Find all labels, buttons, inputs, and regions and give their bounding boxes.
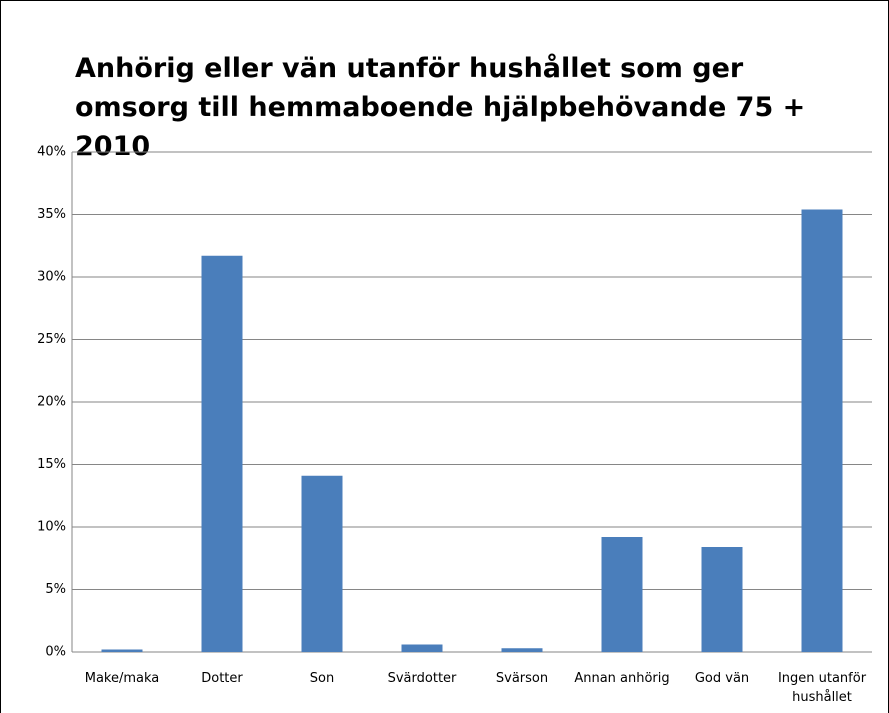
x-tick-label: Svärdotter: [387, 671, 457, 686]
y-tick-label: 15%: [37, 457, 66, 472]
x-tick-label: God vän: [694, 671, 750, 686]
bar: [701, 547, 743, 652]
x-tick-label: Ingen utanför hushållet: [777, 671, 867, 705]
bar: [101, 649, 143, 652]
y-tick-label: 0%: [45, 645, 66, 660]
y-tick-label: 10%: [37, 520, 66, 535]
bar: [301, 475, 343, 652]
bar: [201, 255, 243, 652]
x-tick-label: Son: [309, 671, 335, 686]
bar: [801, 209, 843, 652]
bar: [401, 644, 443, 652]
y-tick-label: 20%: [37, 395, 66, 410]
y-tick-label: 25%: [37, 332, 66, 347]
y-tick-label: 35%: [37, 207, 66, 222]
bar: [601, 537, 643, 652]
x-tick-label: Dotter: [201, 671, 243, 686]
x-tick-label: Svärson: [495, 671, 549, 686]
chart-title: Anhörig eller vän utanför hushållet som …: [75, 53, 825, 162]
y-tick-label: 5%: [45, 582, 66, 597]
bar: [501, 648, 543, 652]
x-tick-label: Make/maka: [84, 671, 160, 686]
y-tick-label: 40%: [37, 145, 66, 160]
y-tick-label: 30%: [37, 270, 66, 285]
x-tick-label: Annan anhörig: [574, 671, 670, 686]
